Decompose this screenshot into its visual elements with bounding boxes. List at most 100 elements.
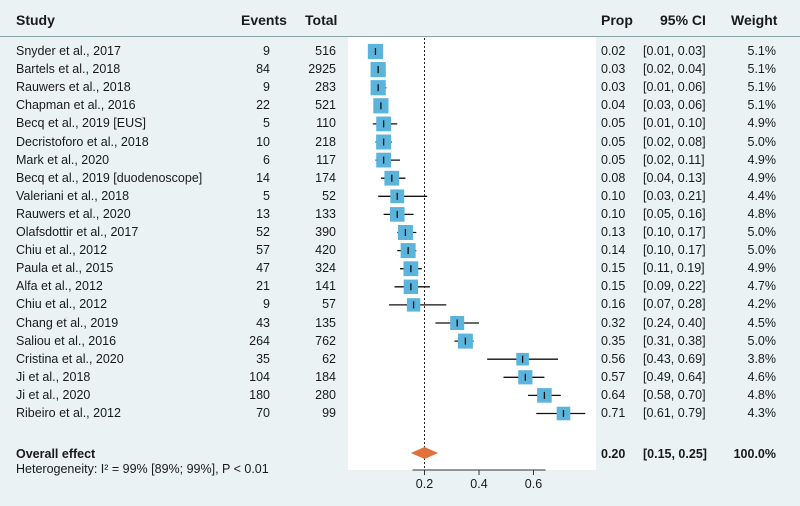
study-name: Chang et al., 2019 — [16, 315, 119, 330]
prop-value: 0.64 — [601, 387, 626, 402]
weight-value: 4.4% — [747, 188, 777, 203]
events-value: 57 — [256, 243, 270, 258]
weight-value: 5.1% — [747, 80, 777, 95]
study-name: Ribeiro et al., 2012 — [16, 406, 121, 420]
prop-value: 0.14 — [601, 243, 626, 258]
prop-value: 0.05 — [601, 116, 626, 131]
study-name: Rauwers et al., 2018 — [16, 80, 131, 95]
header-study: Study — [16, 12, 55, 28]
study-name: Chiu et al., 2012 — [16, 243, 108, 258]
events-value: 6 — [263, 152, 270, 167]
ci-value: [0.10, 0.17] — [643, 225, 706, 239]
x-axis-tick-label: 0.4 — [470, 477, 487, 491]
ci-value: [0.58, 0.70] — [643, 387, 706, 402]
prop-value: 0.13 — [601, 225, 626, 239]
study-name: Decristoforo et al., 2018 — [16, 134, 149, 149]
weight-value: 4.3% — [747, 406, 777, 420]
prop-value: 0.57 — [601, 369, 626, 384]
ci-value: [0.24, 0.40] — [643, 315, 706, 330]
weight-value: 5.1% — [747, 98, 777, 113]
weight-value: 4.7% — [747, 279, 777, 294]
header-weight: Weight — [731, 12, 778, 28]
header-divider — [0, 36, 800, 37]
prop-value: 0.32 — [601, 315, 626, 330]
weight-value: 4.9% — [747, 261, 777, 276]
weight-value: 5.1% — [747, 62, 777, 77]
events-value: 52 — [256, 225, 270, 239]
ci-value: [0.05, 0.16] — [643, 206, 706, 221]
ci-value: [0.11, 0.19] — [643, 261, 705, 276]
total-value: 99 — [322, 406, 336, 420]
total-value: 420 — [315, 243, 336, 258]
prop-value: 0.03 — [601, 62, 626, 77]
events-value: 43 — [256, 315, 270, 330]
total-value: 141 — [315, 279, 336, 294]
weight-value: 4.5% — [747, 315, 777, 330]
total-value: 57 — [322, 297, 336, 312]
total-value: 2925 — [308, 62, 336, 77]
total-value: 135 — [315, 315, 336, 330]
prop-value: 0.02 — [601, 44, 626, 58]
ci-value: [0.03, 0.21] — [643, 188, 706, 203]
study-name: Cristina et al., 2020 — [16, 351, 124, 366]
total-value: 133 — [315, 206, 336, 221]
total-value: 280 — [315, 387, 336, 402]
total-value: 174 — [315, 170, 336, 185]
total-value: 117 — [316, 152, 336, 167]
study-name: Mark et al., 2020 — [16, 152, 110, 167]
ci-value: [0.02, 0.08] — [643, 134, 706, 149]
prop-value: 0.56 — [601, 351, 626, 366]
overall-ci: [0.15, 0.25] — [643, 447, 707, 461]
ci-value: [0.01, 0.03] — [643, 44, 706, 58]
prop-value: 0.08 — [601, 170, 626, 185]
study-name: Bartels et al., 2018 — [16, 62, 121, 77]
events-value: 9 — [263, 44, 270, 58]
header-band — [0, 0, 800, 36]
events-value: 5 — [263, 188, 270, 203]
events-value: 180 — [249, 387, 270, 402]
study-name: Rauwers et al., 2020 — [16, 206, 131, 221]
total-value: 390 — [315, 225, 336, 239]
ci-value: [0.04, 0.13] — [643, 170, 706, 185]
x-axis-tick-label: 0.2 — [416, 477, 433, 491]
events-value: 22 — [256, 98, 270, 113]
prop-value: 0.15 — [601, 261, 626, 276]
overall-weight: 100.0% — [733, 447, 776, 461]
events-value: 264 — [249, 333, 270, 348]
weight-value: 5.1% — [747, 44, 777, 58]
ci-value: [0.02, 0.04] — [643, 62, 706, 77]
weight-value: 5.0% — [747, 243, 777, 258]
events-value: 47 — [256, 261, 270, 276]
ci-value: [0.49, 0.64] — [643, 369, 706, 384]
total-value: 521 — [315, 98, 336, 113]
ci-value: [0.43, 0.69] — [643, 351, 706, 366]
overall-diamond — [410, 447, 439, 459]
total-value: 62 — [322, 351, 336, 366]
weight-value: 4.9% — [747, 116, 777, 131]
events-value: 9 — [263, 80, 270, 95]
ci-value: [0.01, 0.10] — [643, 116, 706, 131]
weight-value: 4.8% — [747, 206, 777, 221]
events-value: 21 — [256, 279, 270, 294]
ci-value: [0.31, 0.38] — [643, 333, 706, 348]
prop-value: 0.05 — [601, 134, 626, 149]
weight-value: 3.8% — [747, 351, 777, 366]
weight-value: 4.9% — [747, 170, 777, 185]
study-name: Olafsdottir et al., 2017 — [16, 225, 139, 239]
ci-value: [0.07, 0.28] — [643, 297, 706, 312]
weight-value: 4.9% — [747, 152, 777, 167]
study-name: Ji et al., 2020 — [16, 387, 91, 402]
events-value: 14 — [256, 170, 270, 185]
weight-value: 5.0% — [747, 225, 777, 239]
prop-value: 0.15 — [601, 279, 626, 294]
events-value: 13 — [256, 206, 270, 221]
prop-value: 0.35 — [601, 333, 626, 348]
events-value: 10 — [256, 134, 270, 149]
study-name: Valeriani et al., 2018 — [16, 188, 130, 203]
study-name: Becq et al., 2019 [duodenoscope] — [16, 170, 203, 185]
total-value: 324 — [315, 261, 336, 276]
events-value: 84 — [256, 62, 270, 77]
weight-value: 5.0% — [747, 333, 777, 348]
header-ci: 95% CI — [660, 12, 706, 28]
